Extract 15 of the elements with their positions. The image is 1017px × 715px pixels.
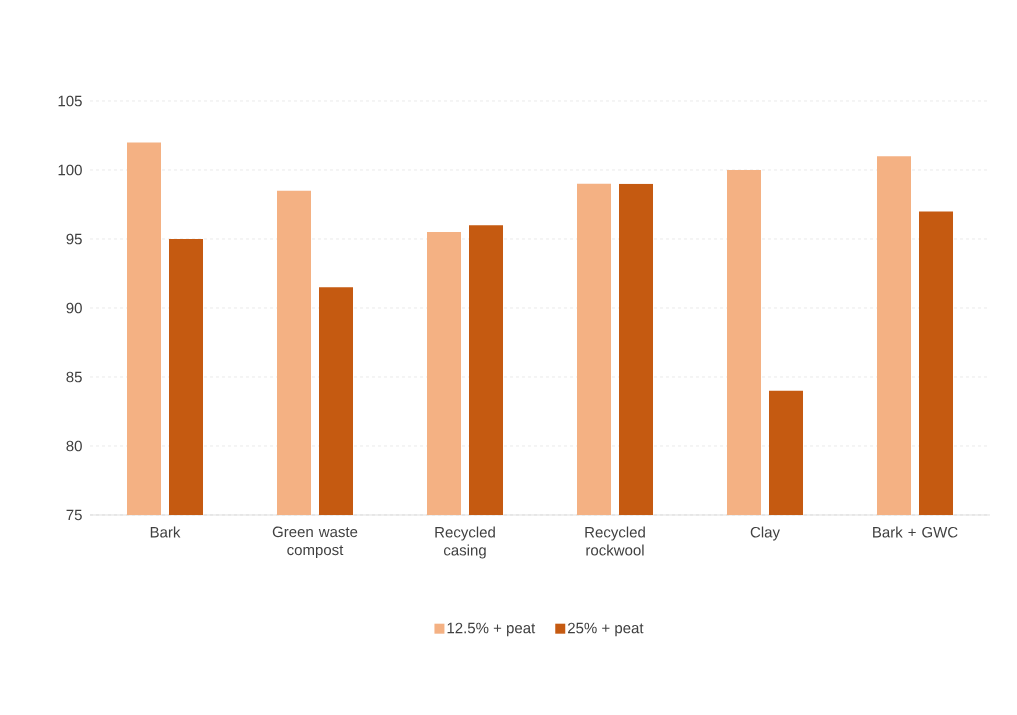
x-tick-label: Recycled rockwool xyxy=(585,526,645,556)
x-tick-label: Bark + GWC xyxy=(873,526,958,538)
y-tick-label: 85 xyxy=(66,371,82,383)
legend-label: 12.5% + peat xyxy=(447,622,536,637)
y-tick-label: 90 xyxy=(66,302,82,314)
legend-label: 25% + peat xyxy=(568,622,644,637)
x-tick-label: Bark xyxy=(150,526,181,538)
y-tick-label: 95 xyxy=(66,233,82,245)
x-tick-label: Clay xyxy=(750,526,780,541)
y-tick-label: 75 xyxy=(66,509,82,521)
y-tick-label: 105 xyxy=(58,95,82,107)
x-tick-label: Green waste compost xyxy=(272,526,358,559)
y-tick-label: 100 xyxy=(58,164,82,176)
y-tick-label: 80 xyxy=(66,440,82,452)
x-tick-label: Recycled casing xyxy=(435,526,495,559)
